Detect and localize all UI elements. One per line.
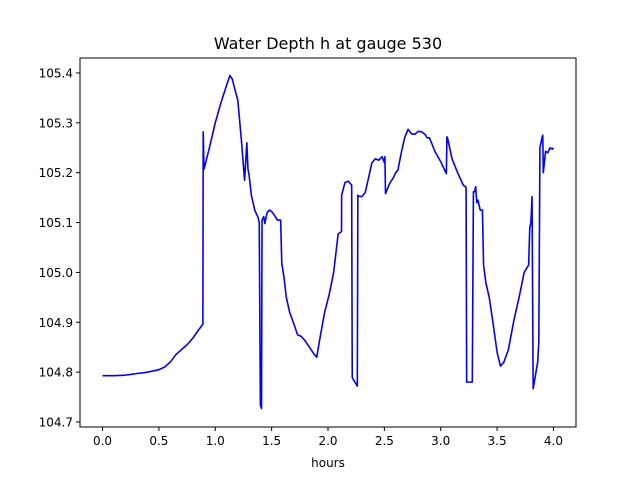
x-tick-label: 3.0 (431, 434, 450, 448)
x-tick-label: 1.0 (206, 434, 225, 448)
plot-area (80, 58, 576, 427)
series-line-0 (102, 74, 555, 410)
x-axis: 0.0 0.5 1.0 1.5 2.0 2.5 3.0 3.5 4.0 (93, 427, 563, 448)
y-tick-label: 105.0 (39, 266, 73, 280)
y-tick-label: 104.7 (39, 416, 73, 430)
x-tick-label: 1.5 (262, 434, 281, 448)
y-tick-label: 105.4 (39, 66, 73, 80)
x-tick-label: 0.0 (93, 434, 112, 448)
y-tick-label: 104.9 (39, 316, 73, 330)
x-axis-label: hours (311, 456, 345, 470)
y-tick-label: 105.2 (39, 166, 73, 180)
x-tick-label: 2.5 (375, 434, 394, 448)
x-tick-label: 3.5 (488, 434, 507, 448)
x-tick-label: 4.0 (544, 434, 563, 448)
y-axis: 104.7 104.8 104.9 105.0 105.1 105.2 105.3 105.4 (39, 66, 80, 430)
series-layer (102, 74, 555, 410)
y-tick-label: 104.8 (39, 366, 73, 380)
chart-title: Water Depth h at gauge 530 (214, 34, 442, 53)
x-tick-label: 0.5 (149, 434, 168, 448)
y-tick-label: 105.1 (39, 216, 73, 230)
y-tick-label: 105.3 (39, 116, 73, 130)
x-tick-label: 2.0 (318, 434, 337, 448)
